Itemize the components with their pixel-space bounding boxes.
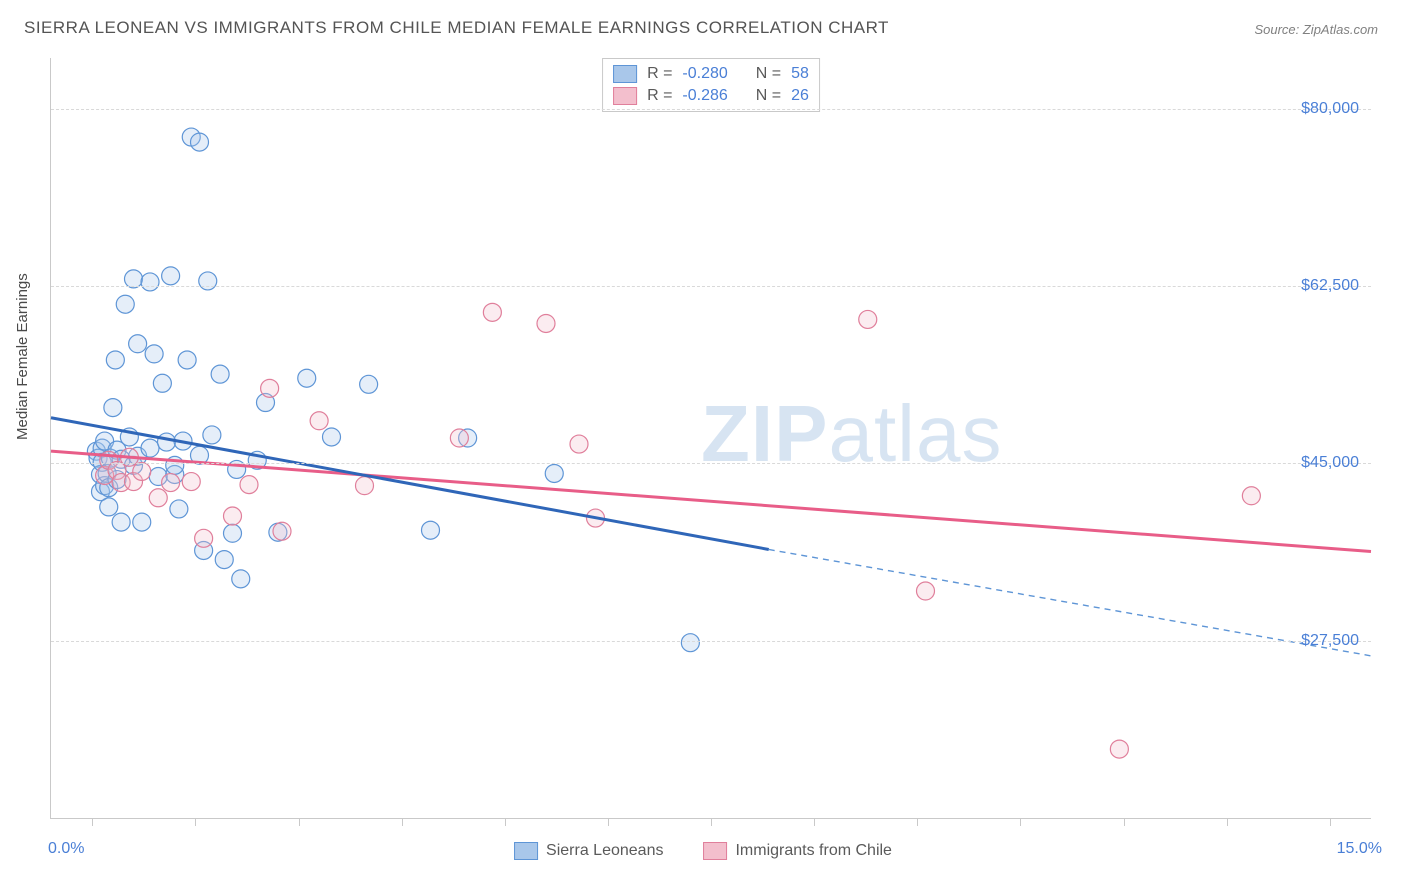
- r-value-b: -0.286: [682, 87, 727, 105]
- gridline: [51, 286, 1371, 287]
- series-b-name: Immigrants from Chile: [735, 842, 891, 860]
- x-tick: [1020, 818, 1021, 826]
- n-value-a: 58: [791, 65, 809, 83]
- series-a-name: Sierra Leoneans: [546, 842, 663, 860]
- swatch-series-b-bottom: [703, 842, 727, 860]
- n-label: N =: [756, 65, 781, 83]
- legend-series: Sierra Leoneans Immigrants from Chile: [514, 842, 892, 860]
- y-tick-label: $45,000: [1301, 454, 1359, 472]
- x-tick: [1124, 818, 1125, 826]
- legend-item-a: Sierra Leoneans: [514, 842, 663, 860]
- y-tick-label: $80,000: [1301, 100, 1359, 118]
- plot-area: ZIPatlas R = -0.280 N = 58 R = -0.286 N …: [50, 58, 1371, 819]
- x-tick: [505, 818, 506, 826]
- swatch-series-a-bottom: [514, 842, 538, 860]
- r-label: R =: [647, 87, 672, 105]
- x-axis-min-label: 0.0%: [48, 840, 84, 858]
- legend-row-series-a: R = -0.280 N = 58: [613, 63, 809, 85]
- x-tick: [299, 818, 300, 826]
- x-axis-max-label: 15.0%: [1337, 840, 1382, 858]
- source-label: Source: ZipAtlas.com: [1254, 22, 1378, 37]
- chart-title: SIERRA LEONEAN VS IMMIGRANTS FROM CHILE …: [24, 18, 889, 38]
- x-tick: [917, 818, 918, 826]
- y-tick-label: $62,500: [1301, 277, 1359, 295]
- gridline: [51, 641, 1371, 642]
- x-tick: [402, 818, 403, 826]
- y-axis-title: Median Female Earnings: [14, 273, 31, 440]
- x-tick: [814, 818, 815, 826]
- n-label: N =: [756, 87, 781, 105]
- legend-item-b: Immigrants from Chile: [703, 842, 891, 860]
- swatch-series-b: [613, 87, 637, 105]
- x-tick: [608, 818, 609, 826]
- x-tick: [711, 818, 712, 826]
- r-value-a: -0.280: [682, 65, 727, 83]
- y-tick-label: $27,500: [1301, 632, 1359, 650]
- swatch-series-a: [613, 65, 637, 83]
- legend-row-series-b: R = -0.286 N = 26: [613, 85, 809, 107]
- x-tick: [1227, 818, 1228, 826]
- n-value-b: 26: [791, 87, 809, 105]
- gridline: [51, 463, 1371, 464]
- x-tick: [1330, 818, 1331, 826]
- gridline: [51, 109, 1371, 110]
- r-label: R =: [647, 65, 672, 83]
- chart-svg: [51, 58, 1371, 818]
- x-tick: [92, 818, 93, 826]
- legend-correlation: R = -0.280 N = 58 R = -0.286 N = 26: [602, 58, 820, 112]
- x-tick: [195, 818, 196, 826]
